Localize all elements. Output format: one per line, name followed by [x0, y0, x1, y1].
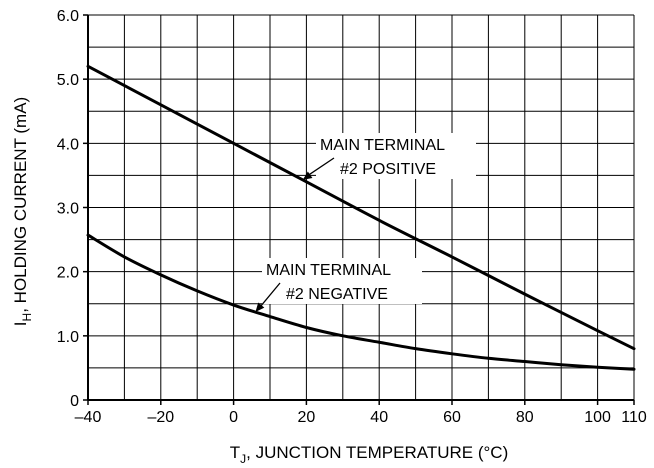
- x-tick-label: 40: [370, 409, 388, 426]
- annotation-backdrop: [316, 133, 476, 179]
- series-line-0: [86, 64, 636, 351]
- y-tick-label: 0: [70, 393, 79, 410]
- y-axis-title: IH, HOLDING CURRENT (mA): [11, 97, 34, 326]
- x-tick-label: 20: [298, 409, 316, 426]
- annotation-arrowhead: [302, 171, 313, 180]
- y-tick-label: 2.0: [57, 265, 79, 282]
- series-line-1: [86, 233, 636, 371]
- series-layer: [86, 64, 636, 371]
- annotation-arrowhead: [255, 302, 265, 312]
- grid: [87, 14, 635, 401]
- annotation-backdrop: [262, 258, 422, 304]
- annotation-line2: #2 POSITIVE: [340, 161, 436, 178]
- y-tick-label: 5.0: [57, 72, 79, 89]
- annotation-leader: [305, 157, 335, 178]
- y-tick-label: 6.0: [57, 8, 79, 25]
- x-tick-label: 80: [516, 409, 534, 426]
- x-tick-label: 0: [229, 409, 238, 426]
- y-tick-label: 1.0: [57, 329, 79, 346]
- x-tick-label: 100: [584, 409, 611, 426]
- y-tick-label: 4.0: [57, 136, 79, 153]
- annotation-line1: MAIN TERMINAL: [320, 137, 445, 154]
- annotation-line2: #2 NEGATIVE: [286, 286, 388, 303]
- axis-titles: TJ, JUNCTION TEMPERATURE (°C) IH, HOLDIN…: [11, 97, 508, 466]
- tick-labels: –40 –20 0 20 40 60 80 100 110 0 1.0 2.0 3.0 4.0 5.0 6.0: [57, 8, 647, 426]
- y-tick-label: 3.0: [57, 201, 79, 218]
- x-tick-label: –20: [147, 409, 174, 426]
- x-tick-label: 110: [621, 409, 647, 426]
- annotation-line1: MAIN TERMINAL: [266, 262, 391, 279]
- x-tick-label: 60: [443, 409, 461, 426]
- annotation-leader: [257, 282, 281, 310]
- x-tick-label: –40: [75, 409, 102, 426]
- x-axis-title: TJ, JUNCTION TEMPERATURE (°C): [230, 443, 509, 466]
- annotation-layer: MAIN TERMINAL #2 POSITIVE MAIN TERMINAL #2 …: [255, 133, 476, 312]
